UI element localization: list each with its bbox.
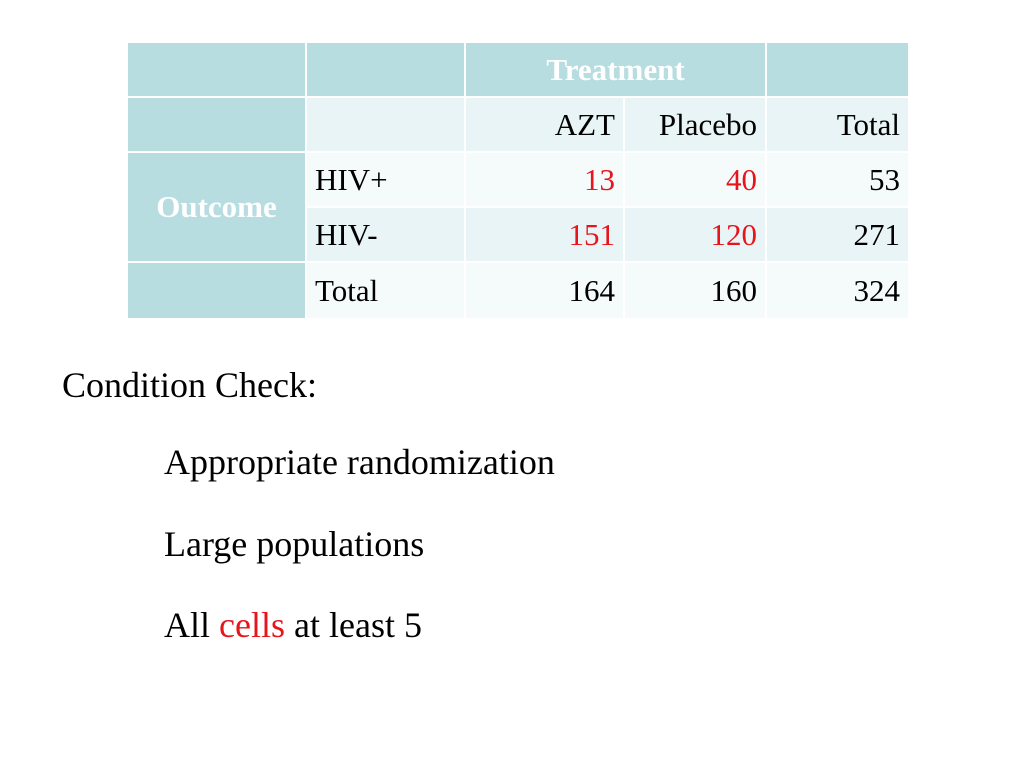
contingency-table: Treatment AZT Placebo Total Outcome HIV+… (128, 43, 908, 318)
row-label-cell (307, 98, 466, 153)
condition-text: All (164, 605, 211, 646)
column-label-total: Total (767, 98, 908, 153)
condition-item-cells: All cells at least 5 (164, 605, 555, 646)
outcome-header: Outcome (128, 153, 307, 263)
cell-total-total: 324 (767, 263, 908, 318)
outcome-band-cell (128, 263, 307, 318)
cell-hivpos-total: 53 (767, 153, 908, 208)
condition-item: Appropriate randomization (164, 442, 555, 483)
treatment-header: Treatment (466, 43, 767, 98)
column-label-azt: AZT (466, 98, 625, 153)
condition-text: at least 5 (294, 605, 422, 646)
outcome-band-cell (128, 98, 307, 153)
cell-total-placebo: 160 (625, 263, 767, 318)
cell-hivpos-placebo: 40 (625, 153, 767, 208)
table-row: HIV- 151 120 271 (128, 208, 908, 263)
column-labels-row: AZT Placebo Total (128, 98, 908, 153)
table-corner-cell (128, 43, 307, 98)
cell-total-azt: 164 (466, 263, 625, 318)
row-label: HIV- (307, 208, 466, 263)
cell-hivneg-total: 271 (767, 208, 908, 263)
cell-hivneg-azt: 151 (466, 208, 625, 263)
row-label: Total (307, 263, 466, 318)
highlighted-word-cells: cells (219, 605, 285, 646)
table-row: Total 164 160 324 (128, 263, 908, 318)
cell-hivpos-azt: 13 (466, 153, 625, 208)
column-label-placebo: Placebo (625, 98, 767, 153)
row-label: HIV+ (307, 153, 466, 208)
cell-hivneg-placebo: 120 (625, 208, 767, 263)
condition-item: Large populations (164, 523, 425, 564)
table-header-blank-cell (767, 43, 908, 98)
table-header-row: Treatment (128, 43, 908, 98)
condition-check-heading: Condition Check: (62, 365, 317, 405)
table-header-blank-cell (307, 43, 466, 98)
table-row: Outcome HIV+ 13 40 53 (128, 153, 908, 263)
condition-check-list: Condition Check: Appropriate randomizati… (62, 365, 555, 647)
